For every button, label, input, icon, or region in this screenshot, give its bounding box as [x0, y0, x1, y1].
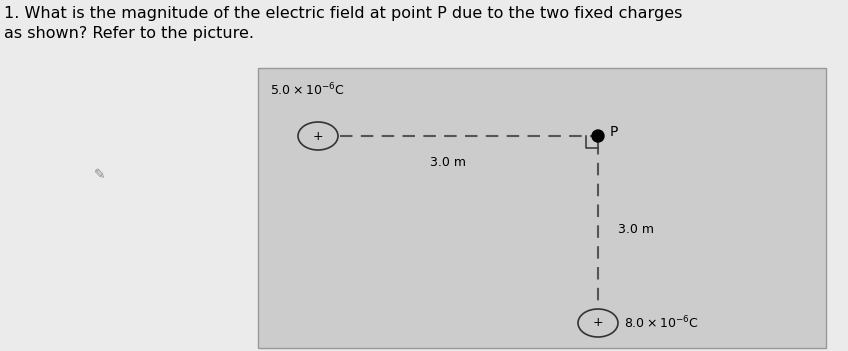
Text: 3.0 m: 3.0 m [430, 156, 466, 169]
Bar [258, 68, 826, 348]
Ellipse shape [578, 309, 618, 337]
Text: $5.0\times10^{-6}$C: $5.0\times10^{-6}$C [270, 82, 344, 99]
Text: as shown? Refer to the picture.: as shown? Refer to the picture. [4, 26, 254, 41]
Text: +: + [313, 130, 323, 143]
Text: 3.0 m: 3.0 m [618, 223, 654, 236]
Circle shape [592, 130, 604, 142]
Ellipse shape [298, 122, 338, 150]
Text: 1. What is the magnitude of the electric field at point P due to the two fixed c: 1. What is the magnitude of the electric… [4, 6, 683, 21]
Text: +: + [593, 317, 603, 330]
Text: P: P [610, 125, 618, 139]
Text: ✎: ✎ [94, 168, 106, 182]
Text: $8.0\times10^{-6}$C: $8.0\times10^{-6}$C [624, 315, 699, 331]
